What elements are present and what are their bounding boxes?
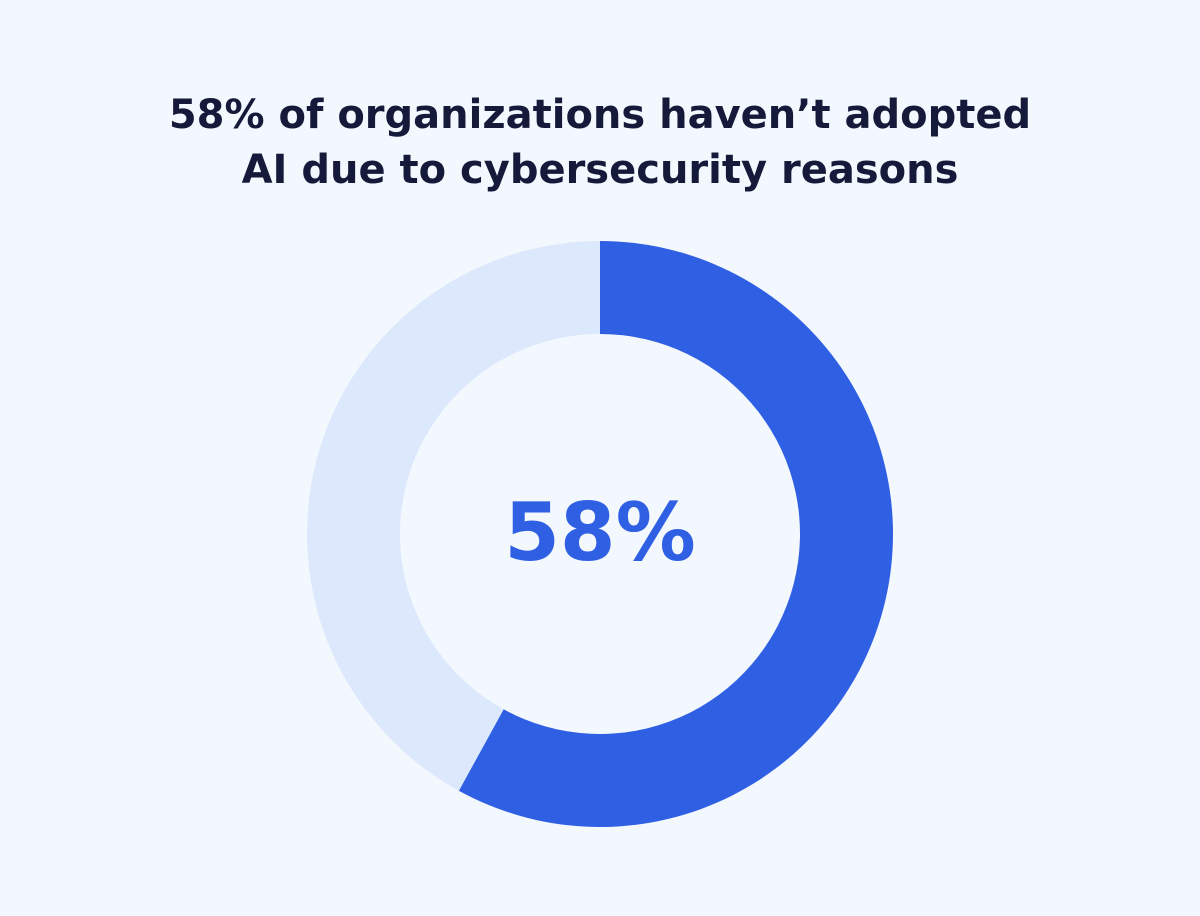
center-label: 58% bbox=[504, 486, 695, 579]
chart-title: AI due to cybersecurity reasons bbox=[242, 147, 959, 193]
donut-segment bbox=[306, 241, 600, 791]
donut-segment bbox=[458, 241, 893, 827]
chart-title: 58% of organizations haven’t adopted bbox=[169, 92, 1031, 138]
